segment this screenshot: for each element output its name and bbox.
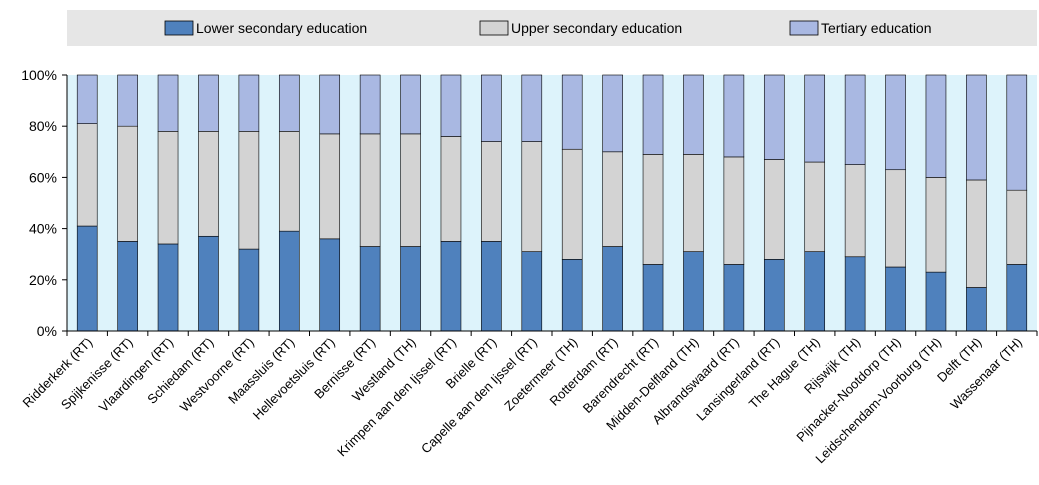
bar-capelle-aan-den-ijssel-rt-upper-secondary-education <box>521 141 543 252</box>
plot-background <box>67 75 1037 331</box>
bar-midden-delfland-th-lower-secondary-education <box>683 251 704 332</box>
y-tick-label: 20% <box>29 272 57 288</box>
bar-the-hague-th-tertiary-education <box>804 74 826 163</box>
bar-rijswijk-th-tertiary-education <box>844 74 866 165</box>
legend-swatch-lower-secondary-education <box>164 20 194 36</box>
bar-pijnacker-nootdorp-th-tertiary-education <box>885 74 906 171</box>
bar-bernisse-rt-tertiary-education <box>359 74 381 135</box>
bar-schiedam-rt-tertiary-education <box>198 74 219 132</box>
bar-westvoorne-rt-tertiary-education <box>238 74 260 132</box>
bar-westvoorne-rt-lower-secondary-education <box>238 248 260 332</box>
bar-maassluis-rt-tertiary-education <box>278 74 300 132</box>
bar-wassenaar-th-tertiary-education <box>1006 74 1028 191</box>
bar-hellevoetsluis-rt-tertiary-education <box>319 74 341 135</box>
bar-krimpen-aan-den-ijssel-rt-upper-secondary-education <box>440 136 462 242</box>
bar-leidschendam-voorburg-th-tertiary-education <box>925 74 947 178</box>
x-tick-label-vlaardingen-rt: Vlaardingen (RT) <box>96 335 176 415</box>
bar-spijkenisse-rt-tertiary-education <box>117 74 138 127</box>
bar-albrandswaard-rt-lower-secondary-education <box>723 264 745 332</box>
bar-delft-th-lower-secondary-education <box>966 287 987 332</box>
bar-leidschendam-voorburg-th-upper-secondary-education <box>925 177 947 273</box>
x-tick-label-zoetermeer-th: Zoetermeer (TH) <box>501 335 580 414</box>
legend-background <box>67 10 1037 46</box>
bar-westland-th-tertiary-education <box>400 74 421 135</box>
bar-the-hague-th-lower-secondary-education <box>804 251 826 332</box>
bar-vlaardingen-rt-upper-secondary-education <box>157 131 179 245</box>
bar-spijkenisse-rt-lower-secondary-education <box>117 241 138 332</box>
bar-midden-delfland-th-tertiary-education <box>683 74 704 155</box>
bar-albrandswaard-rt-upper-secondary-education <box>723 156 745 265</box>
legend-label-upper-secondary-education: Upper secondary education <box>511 20 682 36</box>
y-tick-label: 0% <box>37 323 57 339</box>
bar-vlaardingen-rt-tertiary-education <box>157 74 179 132</box>
plot-area <box>67 74 1037 332</box>
x-tick-label-the-hague-th: The Hague (TH) <box>746 335 823 412</box>
bar-leidschendam-voorburg-th-lower-secondary-education <box>925 271 947 332</box>
bar-vlaardingen-rt-lower-secondary-education <box>157 243 179 332</box>
bar-barendrecht-rt-lower-secondary-education <box>642 264 664 332</box>
bar-ridderkerk-rt-upper-secondary-education <box>76 123 98 227</box>
bar-hellevoetsluis-rt-upper-secondary-education <box>319 133 341 240</box>
bar-lansingerland-rt-lower-secondary-education <box>763 259 785 332</box>
bar-rijswijk-th-upper-secondary-education <box>844 164 866 258</box>
x-tick-label-ridderkerk-rt: Ridderkerk (RT) <box>20 335 96 411</box>
bar-zoetermeer-th-upper-secondary-education <box>561 148 583 260</box>
bar-westland-th-upper-secondary-education <box>400 133 421 247</box>
bar-bernisse-rt-lower-secondary-education <box>359 246 381 332</box>
legend: Lower secondary education Upper secondary… <box>67 10 1037 46</box>
bar-westvoorne-rt-upper-secondary-education <box>238 131 260 250</box>
bar-pijnacker-nootdorp-th-lower-secondary-education <box>885 266 906 332</box>
x-axis: Ridderkerk (RT)Spijkenisse (RT)Vlaarding… <box>20 330 1038 466</box>
legend-swatch-upper-secondary-education <box>479 20 509 36</box>
bar-barendrecht-rt-upper-secondary-education <box>642 154 664 265</box>
bar-barendrecht-rt-tertiary-education <box>642 74 664 155</box>
bar-zoetermeer-th-lower-secondary-education <box>561 259 583 332</box>
bar-bernisse-rt-upper-secondary-education <box>359 133 381 247</box>
bar-rotterdam-rt-lower-secondary-education <box>602 246 623 332</box>
bar-krimpen-aan-den-ijssel-rt-lower-secondary-education <box>440 241 462 332</box>
bar-wassenaar-th-upper-secondary-education <box>1006 189 1028 265</box>
y-axis: 0% 20% 40% 60% 80% 100% <box>21 67 68 339</box>
bar-ridderkerk-rt-tertiary-education <box>76 74 98 124</box>
legend-swatch-tertiary-education <box>789 20 819 36</box>
bar-krimpen-aan-den-ijssel-rt-tertiary-education <box>440 74 462 137</box>
bar-rotterdam-rt-upper-secondary-education <box>602 151 623 247</box>
bar-pijnacker-nootdorp-th-upper-secondary-education <box>885 169 906 268</box>
x-tick-label-wassenaar-th: Wassenaar (TH) <box>947 335 1025 413</box>
bar-schiedam-rt-upper-secondary-education <box>198 131 219 237</box>
bar-capelle-aan-den-ijssel-rt-tertiary-education <box>521 74 543 142</box>
bar-brielle-rt-lower-secondary-education <box>481 241 502 332</box>
bar-rijswijk-th-lower-secondary-education <box>844 256 866 332</box>
y-tick-label: 80% <box>29 118 57 134</box>
x-tick-label-spijkenisse-rt: Spijkenisse (RT) <box>58 335 136 413</box>
bar-lansingerland-rt-upper-secondary-education <box>763 159 785 260</box>
bar-albrandswaard-rt-tertiary-education <box>723 74 745 158</box>
bar-capelle-aan-den-ijssel-rt-lower-secondary-education <box>521 251 543 332</box>
legend-label-lower-secondary-education: Lower secondary education <box>196 20 367 36</box>
x-tick-label-westvoorne-rt: Westvoorne (RT) <box>177 335 257 415</box>
bar-lansingerland-rt-tertiary-education <box>763 74 785 160</box>
y-tick-label: 60% <box>29 169 57 185</box>
bar-maassluis-rt-lower-secondary-education <box>278 230 300 332</box>
legend-label-tertiary-education: Tertiary education <box>821 20 932 36</box>
bar-hellevoetsluis-rt-lower-secondary-education <box>319 238 341 332</box>
bar-delft-th-tertiary-education <box>966 74 987 181</box>
y-tick-label: 100% <box>21 67 57 83</box>
bar-brielle-rt-tertiary-education <box>481 74 502 142</box>
bar-spijkenisse-rt-upper-secondary-education <box>117 125 138 242</box>
bar-rotterdam-rt-tertiary-education <box>602 74 623 153</box>
bar-ridderkerk-rt-lower-secondary-education <box>76 225 98 332</box>
bar-wassenaar-th-lower-secondary-education <box>1006 264 1028 332</box>
bar-midden-delfland-th-upper-secondary-education <box>683 154 704 252</box>
bar-maassluis-rt-upper-secondary-education <box>278 131 300 232</box>
bar-the-hague-th-upper-secondary-education <box>804 161 826 252</box>
bar-westland-th-lower-secondary-education <box>400 246 421 332</box>
bar-delft-th-upper-secondary-education <box>966 179 987 288</box>
y-tick-label: 40% <box>29 221 57 237</box>
bar-brielle-rt-upper-secondary-education <box>481 141 502 242</box>
bar-zoetermeer-th-tertiary-education <box>561 74 583 150</box>
bar-schiedam-rt-lower-secondary-education <box>198 235 219 332</box>
